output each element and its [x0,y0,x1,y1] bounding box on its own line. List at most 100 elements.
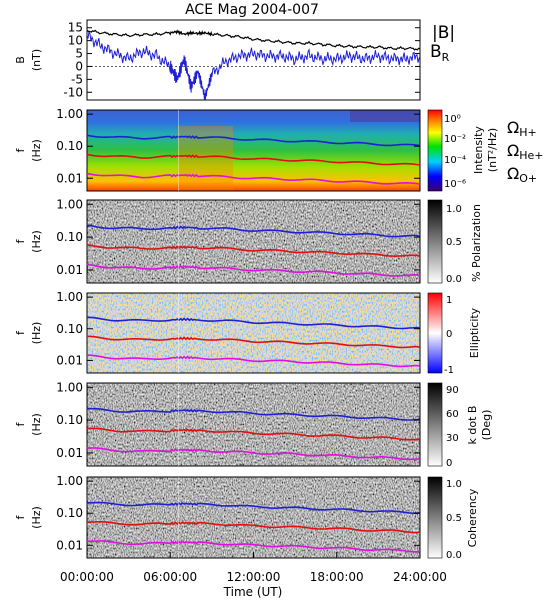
p5-ylabel-f: f [14,421,27,426]
br-series-line [86,31,421,101]
gyro-line-he-plus-p3 [86,244,421,258]
cbar-2-label-1: Intensity [472,126,485,174]
cbar-6-tick-0: 1.0 [446,479,462,490]
panel-1-ylabel-top: B [14,56,27,64]
panel-6-background [87,477,420,558]
cbar-5-tick-2: 30 [446,433,459,444]
cbar-2-tick-1: 10⁻² [444,134,466,145]
gyro-line-h-plus-p4 [86,316,421,330]
spectral-panel-overlay-5: 1.00 0.10 0.01 f (Hz) [14,380,421,466]
spectral-panel-overlay-4: 1.00 0.10 0.01 f (Hz) [14,290,421,373]
gyro-line-o-plus-p6 [87,540,421,553]
p6-ytick-label-1: 0.10 [56,506,83,520]
gyro-line-he-plus-p4 [86,335,421,349]
cbar-3-tick-0: 1.0 [446,204,462,215]
cbar-4-tick-0: 1 [446,295,452,306]
spectral-panel-overlay-2: 1.00 0.10 0.01 f (Hz) [14,107,421,191]
cbar-2-label-2: (nT²/Hz) [486,128,499,172]
panel-5-background [87,383,420,466]
xtick-label-3: 18:00:00 [310,570,364,584]
p1-ytick-label-2: 5 [75,47,83,61]
gyro-line-he-plus-p5 [86,427,421,441]
p5-ytick-label-0: 1.00 [56,380,83,394]
p2-ytick-label-2: 0.01 [56,171,83,185]
p6-ylabel-unit: (Hz) [30,506,43,529]
cbar-4-tick-2: -1 [444,365,454,376]
gyro-line-o-plus-p4 [86,354,421,368]
p1-ytick-label-4: -5 [71,72,83,86]
p4-ylabel-f: f [14,330,27,335]
xtick-label-1: 06:00:00 [143,570,197,584]
cbar-3-tick-2: 0.0 [446,274,462,285]
gyro-line-h-plus-p3 [86,224,421,238]
gyro-line-o-plus-p5 [86,447,421,461]
figure-title: ACE Mag 2004-007 [185,2,319,18]
cbar-6-tick-1: 0.5 [446,513,462,524]
gyro-line-h-plus-p6 [86,501,421,515]
p3-ytick-label-2: 0.01 [56,263,83,277]
cbar-5-tick-1: 60 [446,409,459,420]
panel-kdotb: 90 60 30 0 k dot B (Deg) [86,382,493,469]
p6-ylabel-f: f [14,514,27,519]
cbar-2-tick-2: 10⁻⁴ [444,155,466,166]
panel-2-frame [86,109,421,192]
panel-coherency: 1.0 0.5 0.0 Coherency [86,476,479,561]
xtick-label-4: 24:00:00 [393,570,447,584]
bmag-series-line [86,29,421,51]
x-axis-label: Time (UT) [223,585,283,599]
p2-ylabel-f: f [14,147,27,152]
cbar-6-tick-2: 0.0 [446,550,462,561]
p1-ytick-label-0: 15 [68,21,83,35]
gyro-line-h-plus-p5 [87,407,421,421]
cbar-5-tick-0: 90 [446,385,459,396]
cbar-2-tick-0: 10⁰ [444,114,461,125]
p3-ylabel-f: f [14,238,27,243]
p6-ytick-label-2: 0.01 [56,538,83,552]
panel-polarization: 1.0 0.5 0.0 % Polarization [86,199,483,285]
panel-4-frame [86,292,421,374]
cbar-4-label: Ellipticity [468,307,481,358]
legend-br: BR [430,42,450,64]
legend-bmag: |B| [432,23,455,43]
gyro-line-o-plus-p2 [86,172,421,185]
gyro-line-he-plus-p6 [86,521,421,534]
p4-ylabel-unit: (Hz) [30,322,43,345]
gyro-line-h-plus-p2 [86,134,421,147]
colorbar-polarization [427,199,443,284]
panel-3-frame [86,199,421,284]
p1-ytick-label-3: 0 [75,59,83,73]
panel-1-ylabel-unit: (nT) [30,49,43,71]
p4-ytick-label-1: 0.10 [56,322,83,336]
spectral-panel-overlay-6: 1.00 0.10 0.01 f (Hz) [14,474,421,558]
panel-ellipticity: 1 0 -1 Ellipticity [86,292,481,376]
cbar-5-label-1: k dot B [466,406,479,445]
time-axis: 00:00:00 06:00:00 12:00:00 18:00:00 24:00:00 [60,552,447,584]
p2-ylabel-unit: (Hz) [30,139,43,162]
colorbar-coherency [427,476,443,559]
colorbar-ellipticity [427,292,443,374]
spectral-overlays: 1.000.100.01f (Hz)1.000.100.01f (Hz)1.000.… [14,107,421,558]
p2-ytick-label-0: 1.00 [56,107,83,121]
legend-omega-o: ΩO+ [507,164,537,185]
p5-ylabel-unit: (Hz) [30,413,43,436]
p5-ytick-label-2: 0.01 [56,446,83,460]
p6-ytick-label-0: 1.00 [56,474,83,488]
spectral-panel-overlay-3: 1.00 0.10 0.01 f (Hz) [14,197,421,283]
p3-ytick-label-0: 1.00 [56,197,83,211]
legend-omega-he: ΩHe+ [507,141,544,162]
panel-5-frame [86,382,421,467]
cbar-6-label: Coherency [466,488,479,547]
cbar-5-label-2: (Deg) [480,410,493,441]
legend-omega-h: ΩH+ [507,118,537,139]
p3-ylabel-unit: (Hz) [30,230,43,253]
p4-ytick-label-0: 1.00 [56,290,83,304]
gyro-line-o-plus-p3 [86,263,421,277]
p1-ytick-label-1: 10 [68,34,83,48]
p1-ytick-label-5: -10 [63,85,83,99]
gyro-line-he-plus-p2 [86,153,421,166]
p2-ytick-label-1: 0.10 [56,139,83,153]
panel-2-dark-patch [350,110,420,122]
